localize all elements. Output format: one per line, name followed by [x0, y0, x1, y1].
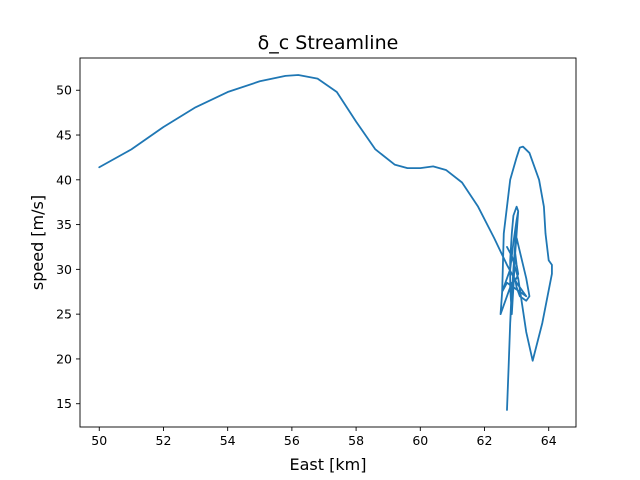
y-tick-label: 45: [56, 128, 72, 143]
y-tick-label: 25: [56, 307, 72, 322]
x-tick-label: 62: [477, 433, 493, 448]
plot-frame: [79, 57, 577, 428]
y-axis-label: speed [m/s]: [28, 195, 47, 290]
x-tick-label: 54: [220, 433, 236, 448]
x-tick-label: 64: [541, 433, 557, 448]
y-tick-label: 30: [56, 262, 72, 277]
x-axis: 50 52 54 56 58 60 62 64: [91, 427, 557, 448]
chart-title: δ_c Streamline: [258, 32, 399, 54]
x-tick-label: 56: [284, 433, 300, 448]
x-axis-label: East [km]: [290, 455, 367, 474]
x-tick-label: 58: [348, 433, 364, 448]
x-tick-label: 52: [156, 433, 172, 448]
y-tick-label: 50: [56, 83, 72, 98]
plot-area: [98, 74, 553, 411]
y-axis: 15 20 25 30 35 40 45 50: [56, 83, 80, 411]
series-line: [98, 74, 553, 411]
y-tick-label: 40: [56, 172, 72, 187]
x-tick-label: 60: [412, 433, 428, 448]
y-tick-label: 20: [56, 351, 72, 366]
x-tick-label: 50: [91, 433, 107, 448]
y-tick-label: 35: [56, 217, 72, 232]
y-tick-label: 15: [56, 396, 72, 411]
